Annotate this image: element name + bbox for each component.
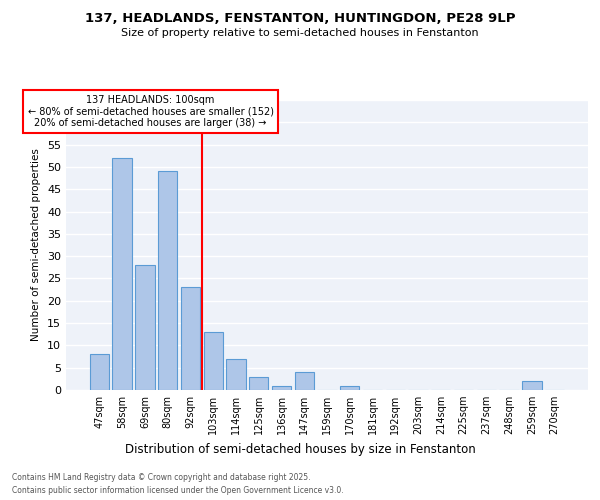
Text: 137 HEADLANDS: 100sqm
← 80% of semi-detached houses are smaller (152)
20% of sem: 137 HEADLANDS: 100sqm ← 80% of semi-deta… [28,94,274,128]
Bar [295,372,314,390]
Bar [112,158,132,390]
Bar [135,265,155,390]
Text: 137, HEADLANDS, FENSTANTON, HUNTINGDON, PE28 9LP: 137, HEADLANDS, FENSTANTON, HUNTINGDON, … [85,12,515,26]
Bar [226,359,245,390]
Y-axis label: Number of semi-detached properties: Number of semi-detached properties [31,148,41,342]
Text: Size of property relative to semi-detached houses in Fenstanton: Size of property relative to semi-detach… [121,28,479,38]
Bar [158,172,178,390]
Bar [181,288,200,390]
Bar [272,386,291,390]
Bar [249,376,268,390]
Text: Distribution of semi-detached houses by size in Fenstanton: Distribution of semi-detached houses by … [125,442,475,456]
Bar [90,354,109,390]
Bar [522,381,542,390]
Text: Contains public sector information licensed under the Open Government Licence v3: Contains public sector information licen… [12,486,344,495]
Bar [203,332,223,390]
Bar [340,386,359,390]
Text: Contains HM Land Registry data © Crown copyright and database right 2025.: Contains HM Land Registry data © Crown c… [12,472,311,482]
